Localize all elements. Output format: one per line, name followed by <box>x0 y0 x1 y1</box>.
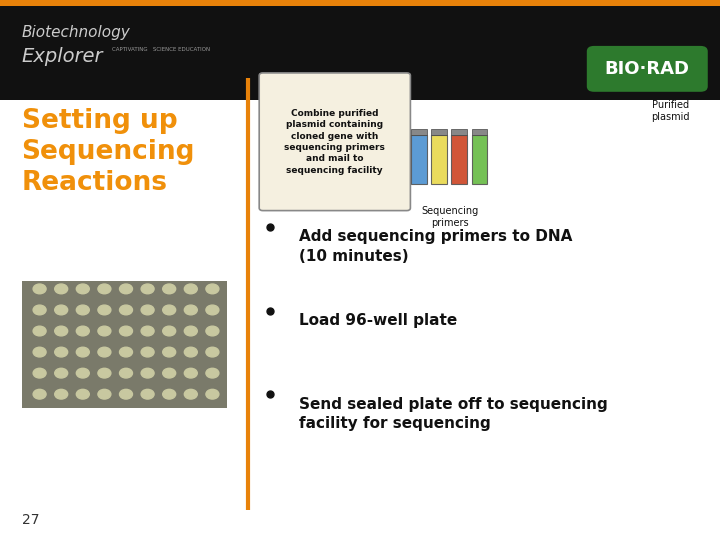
Text: Combine purified
plasmid containing
cloned gene with
sequencing primers
and mail: Combine purified plasmid containing clon… <box>284 109 385 175</box>
Circle shape <box>120 284 132 294</box>
Circle shape <box>98 305 111 315</box>
Circle shape <box>76 326 89 336</box>
Circle shape <box>206 326 219 336</box>
Bar <box>22 281 227 408</box>
Circle shape <box>98 326 111 336</box>
Bar <box>0 6 720 100</box>
Circle shape <box>184 326 197 336</box>
Circle shape <box>55 389 68 399</box>
Bar <box>431 129 447 135</box>
Circle shape <box>33 284 46 294</box>
Text: Load 96-well plate: Load 96-well plate <box>299 313 457 328</box>
Circle shape <box>141 305 154 315</box>
Circle shape <box>141 326 154 336</box>
Circle shape <box>55 368 68 378</box>
Bar <box>472 129 487 135</box>
Circle shape <box>184 347 197 357</box>
Circle shape <box>120 347 132 357</box>
Text: BIO·RAD: BIO·RAD <box>605 60 690 78</box>
Circle shape <box>98 284 111 294</box>
Bar <box>472 135 487 184</box>
Text: CAPTIVATING   SCIENCE EDUCATION: CAPTIVATING SCIENCE EDUCATION <box>112 47 210 52</box>
Text: Purified
plasmid: Purified plasmid <box>652 100 690 122</box>
Circle shape <box>76 347 89 357</box>
Circle shape <box>206 284 219 294</box>
Circle shape <box>163 368 176 378</box>
Circle shape <box>141 389 154 399</box>
Circle shape <box>33 389 46 399</box>
Text: 27: 27 <box>22 512 39 526</box>
Circle shape <box>163 305 176 315</box>
Circle shape <box>33 326 46 336</box>
Text: Add sequencing primers to DNA
(10 minutes): Add sequencing primers to DNA (10 minute… <box>299 230 572 264</box>
Circle shape <box>98 347 111 357</box>
Bar <box>0 0 720 6</box>
Text: Setting up
Sequencing
Reactions: Setting up Sequencing Reactions <box>22 108 195 196</box>
Circle shape <box>33 305 46 315</box>
Circle shape <box>163 284 176 294</box>
Circle shape <box>206 368 219 378</box>
Circle shape <box>98 368 111 378</box>
Circle shape <box>141 368 154 378</box>
Circle shape <box>163 326 176 336</box>
FancyBboxPatch shape <box>587 46 708 92</box>
Circle shape <box>76 389 89 399</box>
Circle shape <box>76 284 89 294</box>
Circle shape <box>184 284 197 294</box>
Text: Send sealed plate off to sequencing
facility for sequencing: Send sealed plate off to sequencing faci… <box>299 397 608 431</box>
Circle shape <box>98 389 111 399</box>
Circle shape <box>76 305 89 315</box>
Circle shape <box>141 347 154 357</box>
FancyBboxPatch shape <box>259 73 410 211</box>
Circle shape <box>55 326 68 336</box>
Bar <box>451 129 467 135</box>
Text: Sequencing
primers: Sequencing primers <box>421 206 479 228</box>
Bar <box>431 135 447 184</box>
Circle shape <box>206 389 219 399</box>
Circle shape <box>33 368 46 378</box>
Circle shape <box>55 284 68 294</box>
Circle shape <box>120 305 132 315</box>
Circle shape <box>120 389 132 399</box>
Text: Biotechnology: Biotechnology <box>22 25 130 40</box>
Circle shape <box>206 305 219 315</box>
Circle shape <box>184 368 197 378</box>
Circle shape <box>120 368 132 378</box>
Circle shape <box>120 326 132 336</box>
Circle shape <box>76 368 89 378</box>
Circle shape <box>206 347 219 357</box>
Circle shape <box>163 389 176 399</box>
Circle shape <box>184 389 197 399</box>
Circle shape <box>163 347 176 357</box>
Circle shape <box>55 305 68 315</box>
Circle shape <box>184 305 197 315</box>
Text: Explorer: Explorer <box>22 47 103 66</box>
Bar <box>451 135 467 184</box>
Circle shape <box>141 284 154 294</box>
Circle shape <box>55 347 68 357</box>
Circle shape <box>33 347 46 357</box>
Bar <box>411 129 427 135</box>
Bar <box>411 135 427 184</box>
